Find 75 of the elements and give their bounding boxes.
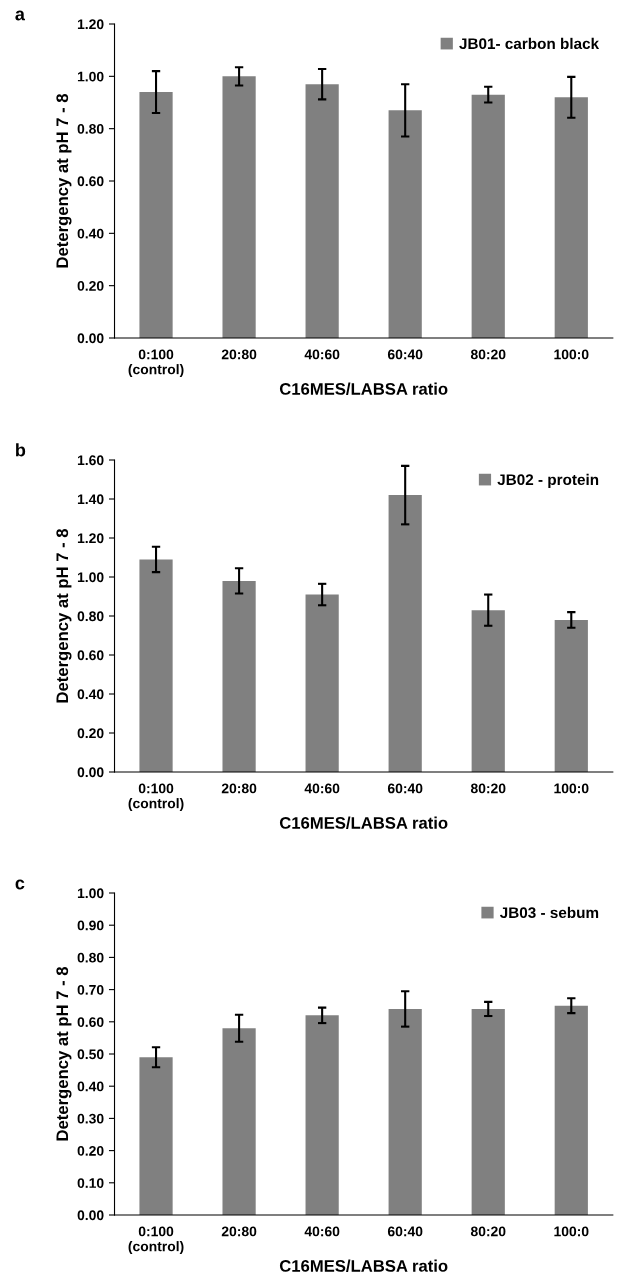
bar (471, 610, 505, 772)
x-tick-label: 80:20 (470, 783, 506, 794)
y-tick-label: 0.00 (77, 333, 104, 344)
legend-label: JB01- carbon black (459, 37, 600, 50)
chart-title: b (16, 443, 26, 457)
bar (471, 94, 505, 338)
y-tick-label: 0.40 (77, 1081, 104, 1092)
y-tick-label: 1.20 (77, 533, 104, 544)
y-tick-label: 1.40 (77, 494, 104, 505)
y-tick-label: 1.60 (77, 455, 104, 466)
x-tick-label: 40:60 (304, 349, 340, 360)
y-tick-label: 0.30 (77, 1113, 104, 1124)
y-tick-label: 0.10 (77, 1178, 104, 1188)
x-tick-label: 100:0 (554, 1226, 589, 1237)
y-tick-label: 0.20 (77, 1145, 104, 1156)
bar (388, 1008, 422, 1215)
x-tick-label: 80:20 (470, 349, 506, 360)
y-tick-label: 0.60 (77, 650, 104, 661)
x-tick-label: 100:0 (554, 349, 589, 360)
legend-label: JB02 - protein (497, 473, 599, 489)
x-tick-label: 80:20 (470, 1226, 506, 1237)
bar (305, 594, 339, 772)
y-tick-label: 0.90 (77, 920, 104, 931)
y-tick-label: 0.00 (77, 1210, 104, 1221)
x-tick-label: 100:0 (554, 783, 589, 794)
bar (554, 1005, 588, 1215)
x-tick-label: 60:40 (387, 1226, 423, 1237)
bar (305, 84, 339, 338)
x-tick-label: 40:60 (304, 783, 340, 794)
bar (222, 76, 256, 338)
x-axis-title: C16MES/LABSA ratio (279, 816, 448, 829)
bar (139, 92, 173, 338)
y-axis-title: Detergency at pH 7 - 8 (56, 966, 72, 1141)
bar (139, 559, 173, 772)
bar (554, 619, 588, 772)
x-tick-label: 0:100 (control) (128, 1226, 184, 1255)
y-tick-label: 0.50 (77, 1049, 104, 1060)
bar (305, 1015, 339, 1215)
x-tick-label: 60:40 (387, 349, 423, 360)
x-tick-label: 0:100 (control) (128, 783, 184, 812)
y-tick-label: 0.80 (77, 611, 104, 622)
y-axis-title: Detergency at pH 7 - 8 (56, 93, 72, 268)
y-tick-label: 1.00 (77, 572, 104, 583)
y-tick-label: 1.20 (77, 19, 104, 30)
bar (388, 110, 422, 338)
x-axis-title: C16MES/LABSA ratio (279, 1259, 448, 1272)
y-tick-label: 0.40 (77, 689, 104, 700)
x-tick-label: 40:60 (304, 1226, 340, 1237)
y-tick-label: 1.00 (77, 71, 104, 82)
y-tick-label: 0.60 (77, 1017, 104, 1027)
y-tick-label: 0.60 (77, 176, 104, 187)
bar (222, 1028, 256, 1215)
y-tick-label: 0.40 (77, 228, 104, 239)
y-tick-label: 0.70 (77, 984, 104, 995)
y-tick-label: 0.80 (77, 124, 104, 134)
x-axis-title: C16MES/LABSA ratio (279, 382, 448, 395)
chart-title: a (15, 10, 26, 21)
bar (388, 495, 422, 772)
x-tick-label: 20:80 (221, 349, 257, 360)
x-tick-label: 60:40 (387, 783, 423, 794)
bar (139, 1057, 173, 1215)
bar (554, 97, 588, 338)
x-tick-label: 20:80 (221, 783, 257, 794)
bar (222, 580, 256, 772)
chart-title: c (15, 879, 25, 890)
y-tick-label: 0.20 (77, 728, 104, 739)
y-tick-label: 1.00 (77, 888, 104, 899)
y-axis-title: Detergency at pH 7 - 8 (56, 528, 72, 703)
y-tick-label: 0.00 (77, 767, 104, 778)
y-tick-label: 0.80 (77, 952, 104, 963)
x-tick-label: 20:80 (221, 1226, 257, 1237)
legend-label: JB03 - sebum (499, 906, 599, 919)
y-tick-label: 0.20 (77, 281, 104, 291)
bar (471, 1008, 505, 1215)
x-tick-label: 0:100 (control) (128, 349, 184, 378)
